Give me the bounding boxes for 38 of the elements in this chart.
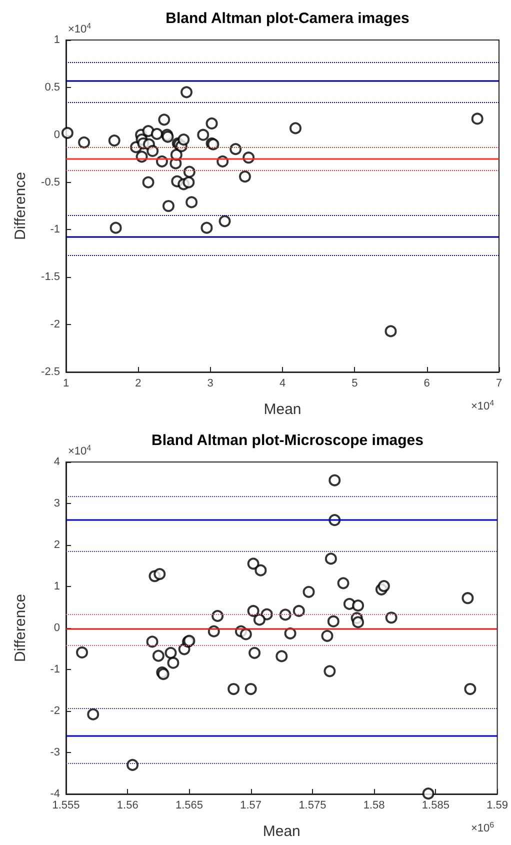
y-axis-title: Difference	[12, 594, 29, 662]
x-tick-label: 1.585	[422, 800, 450, 812]
y-tick-label: 1	[54, 34, 60, 46]
y-tick-label: -2	[50, 705, 60, 717]
y-tick-label: -0.5	[41, 176, 60, 188]
x-tick-label: 1.565	[175, 800, 203, 812]
x-tick-label: 1.59	[486, 800, 508, 812]
chart-title: Bland Altman plot-Microscope images	[152, 432, 424, 449]
y-tick-label: -2	[50, 318, 60, 331]
chart-title: Bland Altman plot-Camera images	[166, 10, 410, 27]
x-tick-label: 6	[424, 378, 430, 390]
x-tick-label: 1.56	[116, 800, 138, 812]
y-tick-label: -1	[50, 224, 60, 236]
y-axis-title: Difference	[12, 172, 29, 240]
y-tick-label: -1	[50, 664, 60, 676]
x-tick-label: 1	[62, 378, 70, 390]
y-tick-label: -4	[50, 788, 60, 800]
x-tick-label: 4	[279, 378, 286, 390]
x-tick-label: 1.575	[298, 800, 326, 812]
x-tick-label: 3	[207, 378, 214, 390]
x-tick-label: 7	[496, 378, 502, 390]
x-tick-label: 1.57	[240, 800, 262, 812]
x-tick-label: 1.58	[363, 800, 385, 812]
x-tick-label: 1.555	[52, 800, 80, 812]
x-tick-label: 2	[135, 378, 142, 390]
x-tick-label: 5	[352, 378, 358, 390]
y-tick-label: 0.5	[44, 81, 60, 94]
y-tick-label: 2	[54, 539, 60, 551]
y-tick-label: 3	[54, 498, 60, 510]
y-tick-label: 0	[54, 622, 60, 634]
x-axis-title: Mean	[264, 401, 302, 418]
y-tick-label: -1.5	[41, 271, 60, 284]
y-tick-label: 4	[54, 456, 60, 468]
y-tick-label: 1	[54, 580, 60, 592]
y-tick-label: -3	[50, 746, 60, 758]
x-axis-title: Mean	[262, 823, 300, 840]
y-tick-label: -2.5	[41, 366, 60, 378]
y-tick-label: 0	[54, 128, 60, 141]
